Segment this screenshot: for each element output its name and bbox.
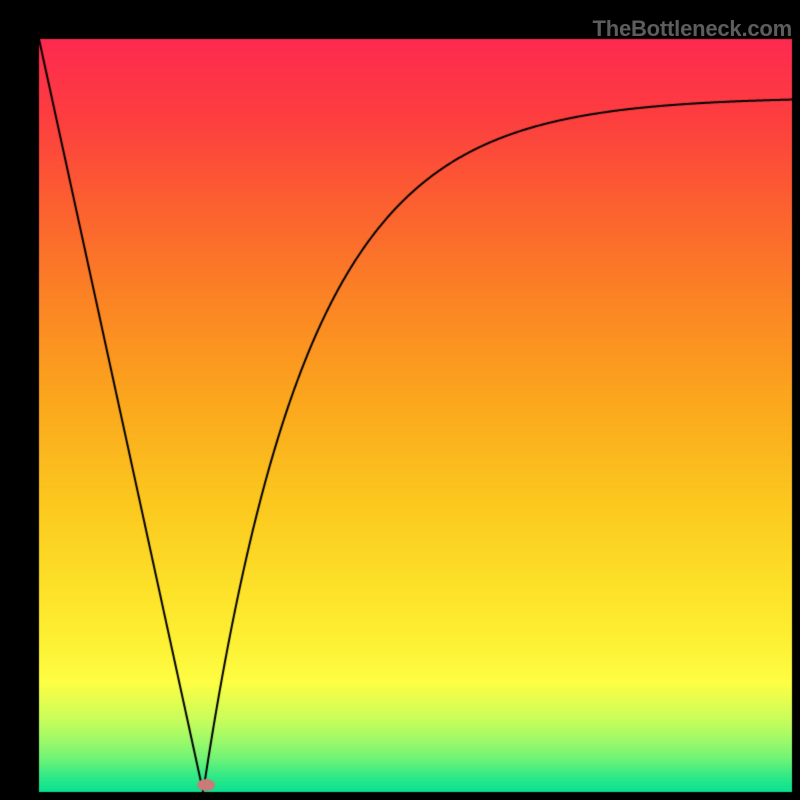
chart-container: { "canvas": { "width": 800, "height": 80… xyxy=(0,0,800,800)
bottleneck-chart-canvas xyxy=(0,0,800,800)
